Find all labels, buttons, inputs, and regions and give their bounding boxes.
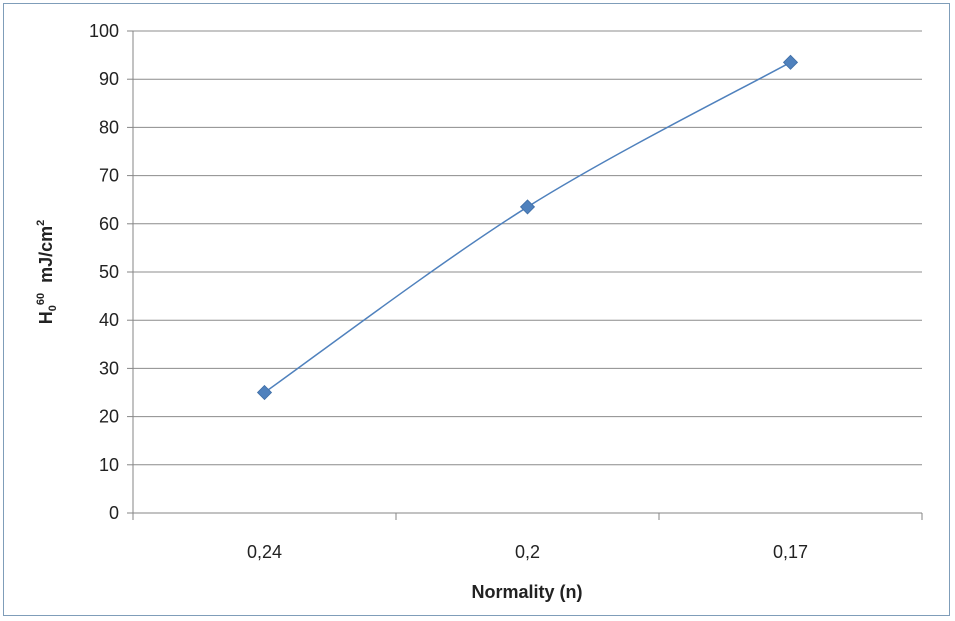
data-point <box>519 199 536 215</box>
y-tick-label: 20 <box>99 407 119 427</box>
y-label-base: H <box>36 311 56 324</box>
y-tick-label: 70 <box>99 166 119 186</box>
y-tick-label: 80 <box>99 117 119 137</box>
y-label-sup: 60 <box>35 293 47 305</box>
chart-frame <box>3 3 950 616</box>
y-tick-label: 40 <box>99 310 119 330</box>
series <box>256 54 799 401</box>
x-tick-label: 0,17 <box>773 542 808 562</box>
y-tick-label: 10 <box>99 455 119 475</box>
x-axis-label: Normality (n) <box>471 582 582 602</box>
axes <box>127 30 923 520</box>
y-tick-labels: 0 10 20 30 40 50 60 70 80 90 100 <box>89 21 119 523</box>
y-axis-label: H060 mJ/cm2 <box>35 220 59 325</box>
y-tick-label: 60 <box>99 214 119 234</box>
y-tick-label: 90 <box>99 69 119 89</box>
y-tick-label: 100 <box>89 21 119 41</box>
y-label-unit-sup: 2 <box>35 220 47 226</box>
x-tick-labels: 0,24 0,2 0,17 <box>247 542 808 562</box>
x-tick-label: 0,2 <box>515 542 540 562</box>
x-tick-label: 0,24 <box>247 542 282 562</box>
gridlines <box>133 30 922 466</box>
y-tick-label: 0 <box>109 503 119 523</box>
y-label-unit: mJ/cm <box>36 226 56 283</box>
y-tick-label: 50 <box>99 262 119 282</box>
data-point <box>256 384 273 401</box>
data-point <box>782 54 799 70</box>
y-tick-label: 30 <box>99 358 119 378</box>
series-line <box>264 61 791 394</box>
y-label-sub: 0 <box>47 305 59 311</box>
